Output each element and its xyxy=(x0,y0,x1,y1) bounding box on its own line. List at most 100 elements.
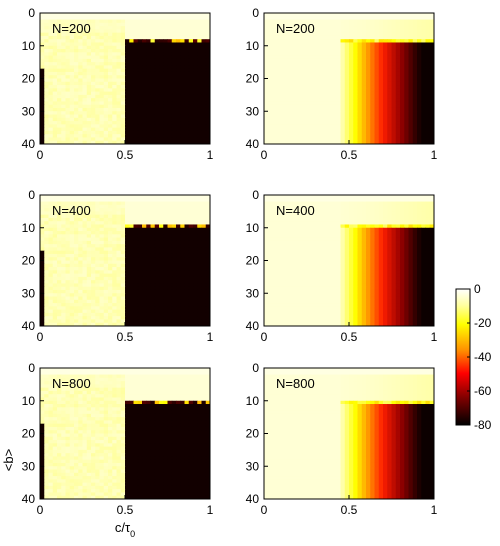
heatmap-cell xyxy=(264,71,269,76)
heatmap-cell xyxy=(197,94,202,99)
heatmap-cell xyxy=(154,227,160,232)
heatmap-cell xyxy=(82,13,88,17)
heatmap-cell xyxy=(48,16,54,21)
heatmap-cell xyxy=(176,85,181,89)
heatmap-cell xyxy=(108,81,113,86)
heatmap-cell xyxy=(302,198,307,203)
heatmap-cell xyxy=(146,283,151,288)
heatmap-cell xyxy=(417,16,422,21)
heatmap-cell xyxy=(163,111,168,116)
heatmap-cell xyxy=(171,224,177,229)
heatmap-cell xyxy=(327,198,333,203)
heatmap-cell xyxy=(171,253,177,258)
heatmap-cell xyxy=(180,58,185,63)
heatmap-cell xyxy=(205,104,211,109)
heatmap-cell xyxy=(167,52,173,57)
heatmap-cell xyxy=(167,101,173,106)
heatmap-cell xyxy=(103,107,109,112)
heatmap-cell xyxy=(184,240,190,245)
heatmap-cell xyxy=(276,101,282,106)
heatmap-cell xyxy=(298,201,303,206)
heatmap-cell xyxy=(167,250,173,255)
heatmap-cell xyxy=(395,39,401,43)
heatmap-cell xyxy=(44,39,49,43)
heatmap-cell xyxy=(48,214,54,219)
heatmap-cell xyxy=(52,224,58,229)
heatmap-cell xyxy=(40,260,45,265)
heatmap-cell xyxy=(61,237,66,242)
heatmap-cell xyxy=(197,62,202,66)
heatmap-cell xyxy=(103,117,109,122)
heatmap-cell xyxy=(298,104,303,109)
heatmap-cell xyxy=(44,260,49,265)
heatmap-cell xyxy=(404,13,409,17)
heatmap-cell xyxy=(154,257,160,261)
heatmap-cell xyxy=(133,244,139,248)
heatmap-cell xyxy=(425,195,431,199)
heatmap-cell xyxy=(116,208,122,212)
heatmap-cell xyxy=(387,68,392,73)
heatmap-cell xyxy=(129,49,134,53)
heatmap-cell xyxy=(91,237,96,242)
heatmap-cell xyxy=(103,240,109,245)
heatmap-cell xyxy=(78,319,83,324)
heatmap-cell xyxy=(48,319,54,324)
heatmap-cell xyxy=(133,208,139,212)
heatmap-cell xyxy=(205,71,211,76)
heatmap-cell xyxy=(129,121,134,125)
heatmap-cell xyxy=(171,104,177,109)
heatmap-cell xyxy=(332,127,337,132)
heatmap-cell xyxy=(421,111,426,116)
heatmap-cell xyxy=(293,68,299,73)
heatmap-cell xyxy=(327,88,333,93)
heatmap-cell xyxy=(285,134,290,138)
heatmap-cell xyxy=(95,208,100,212)
heatmap-cell xyxy=(159,107,164,112)
heatmap-cell xyxy=(112,299,117,304)
heatmap-cell xyxy=(125,231,130,235)
heatmap-cell xyxy=(52,94,58,99)
heatmap-cell xyxy=(44,121,49,125)
heatmap-cell xyxy=(176,68,181,73)
heatmap-cell xyxy=(99,270,105,275)
heatmap-cell xyxy=(188,201,194,206)
heatmap-cell xyxy=(86,107,92,112)
heatmap-cell xyxy=(383,201,388,206)
heatmap-cell xyxy=(69,234,75,239)
heatmap-cell xyxy=(78,303,83,307)
heatmap-cell xyxy=(69,204,75,209)
heatmap-cell xyxy=(150,240,156,245)
heatmap-cell xyxy=(57,127,62,132)
heatmap-cell xyxy=(125,32,130,37)
heatmap-cell xyxy=(400,124,405,129)
heatmap-cell xyxy=(154,283,160,288)
heatmap-cell xyxy=(95,231,100,235)
heatmap-cell xyxy=(268,78,273,83)
heatmap-cell xyxy=(310,201,316,206)
heatmap-cell xyxy=(264,121,269,125)
heatmap-cell xyxy=(421,16,426,21)
heatmap-cell xyxy=(112,224,117,229)
heatmap-cell xyxy=(404,130,409,135)
heatmap-cell xyxy=(74,247,79,252)
heatmap-cell xyxy=(108,65,113,70)
heatmap-cell xyxy=(142,221,147,225)
heatmap-cell xyxy=(86,270,92,275)
heatmap-cell xyxy=(197,240,202,245)
heatmap-cell xyxy=(306,22,312,27)
heatmap-cell xyxy=(184,65,190,70)
y-tick-label: 40 xyxy=(22,319,36,333)
heatmap-cell xyxy=(99,244,105,248)
heatmap-cell xyxy=(302,65,307,70)
heatmap-cell xyxy=(65,45,71,50)
heatmap-cell xyxy=(319,22,324,27)
heatmap-cell xyxy=(146,16,151,21)
heatmap-cell xyxy=(395,81,401,86)
heatmap-cell xyxy=(184,111,190,116)
heatmap-cell xyxy=(48,221,54,225)
heatmap-cell xyxy=(91,247,96,252)
heatmap-cell xyxy=(91,45,96,50)
heatmap-cell xyxy=(344,198,350,203)
heatmap-cell xyxy=(387,107,392,112)
heatmap-cell xyxy=(395,52,401,57)
